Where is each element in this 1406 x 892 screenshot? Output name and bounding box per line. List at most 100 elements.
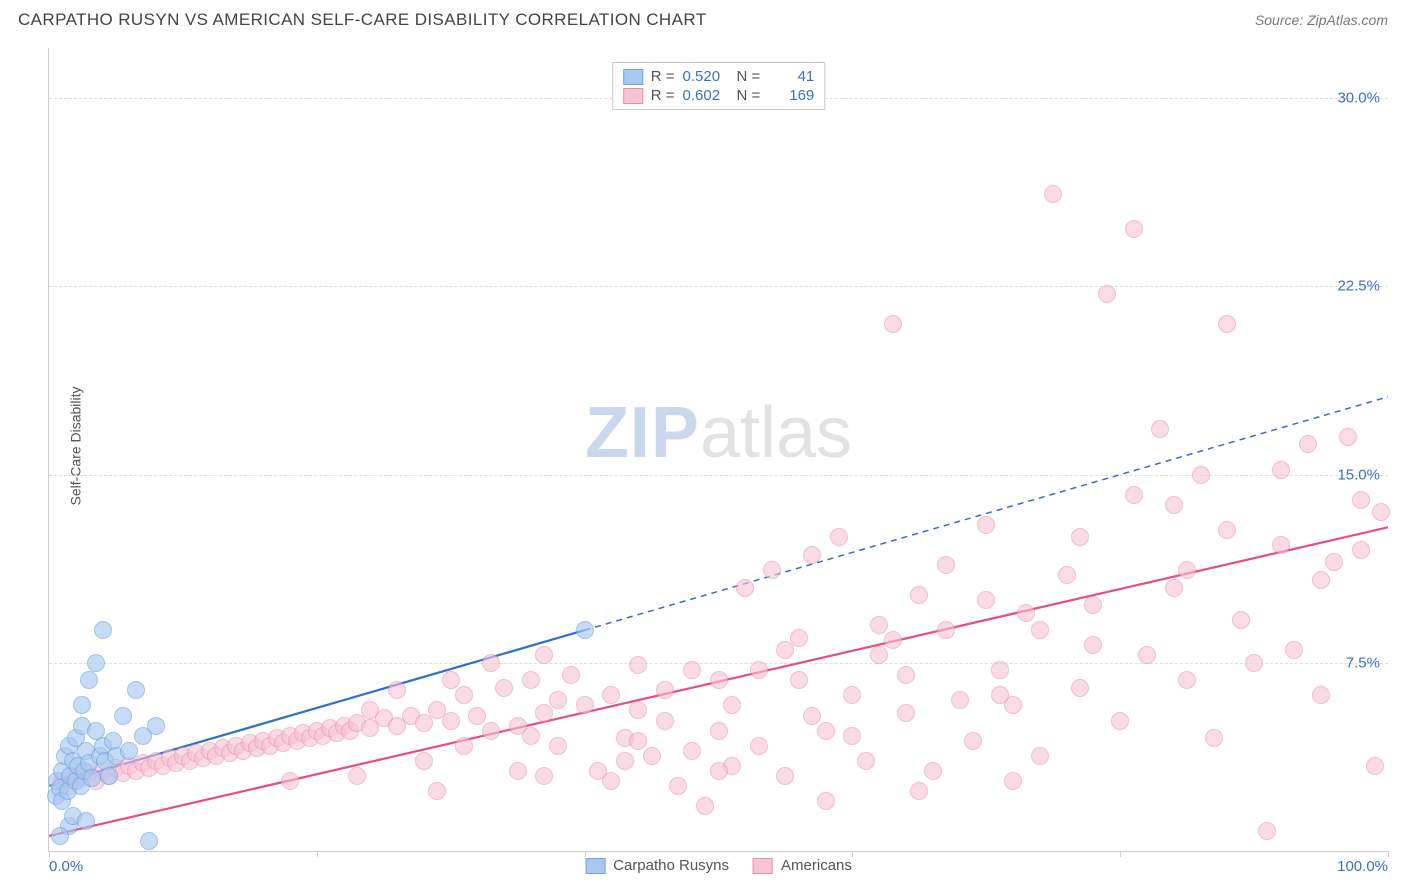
data-point (1352, 541, 1370, 559)
data-point (683, 742, 701, 760)
data-point (977, 516, 995, 534)
data-point (683, 661, 701, 679)
legend-item: Carpatho Rusyns (585, 857, 729, 874)
data-point (361, 701, 379, 719)
data-point (1272, 461, 1290, 479)
data-point (991, 686, 1009, 704)
data-point (790, 671, 808, 689)
data-point (77, 812, 95, 830)
data-point (884, 631, 902, 649)
data-point (937, 556, 955, 574)
data-point (1071, 679, 1089, 697)
data-point (83, 769, 101, 787)
data-point (669, 777, 687, 795)
data-point (388, 681, 406, 699)
data-point (870, 616, 888, 634)
data-point (629, 701, 647, 719)
watermark: ZIPatlas (585, 392, 852, 474)
legend-r-label: R = (651, 68, 675, 85)
data-point (120, 742, 138, 760)
data-point (535, 767, 553, 785)
data-point (127, 681, 145, 699)
data-point (1285, 641, 1303, 659)
data-point (1111, 712, 1129, 730)
data-point (602, 772, 620, 790)
data-point (1366, 757, 1384, 775)
data-point (964, 732, 982, 750)
legend-label: Carpatho Rusyns (613, 857, 729, 874)
data-point (549, 691, 567, 709)
data-point (455, 737, 473, 755)
data-point (803, 546, 821, 564)
data-point (1325, 553, 1343, 571)
data-point (549, 737, 567, 755)
legend-n-value: 41 (768, 68, 814, 85)
data-point (428, 782, 446, 800)
legend-r-label: R = (651, 87, 675, 104)
data-point (1165, 496, 1183, 514)
data-point (1352, 491, 1370, 509)
y-tick-label: 30.0% (1337, 90, 1380, 107)
data-point (348, 767, 366, 785)
data-point (776, 641, 794, 659)
data-point (723, 696, 741, 714)
legend-swatch (753, 858, 773, 874)
header: CARPATHO RUSYN VS AMERICAN SELF-CARE DIS… (0, 0, 1406, 36)
data-point (1312, 686, 1330, 704)
source-attribution: Source: ZipAtlas.com (1255, 12, 1388, 28)
chart-container: ZIPatlas 7.5%15.0%22.5%30.0%0.0%100.0%R … (48, 48, 1388, 852)
data-point (1031, 621, 1049, 639)
legend-r-value: 0.520 (683, 68, 729, 85)
data-point (535, 646, 553, 664)
data-point (870, 646, 888, 664)
legend-row: R = 0.602N = 169 (623, 86, 815, 105)
y-tick-label: 22.5% (1337, 278, 1380, 295)
x-tick (852, 851, 853, 857)
data-point (1165, 579, 1183, 597)
series-legend: Carpatho Rusyns Americans (585, 857, 852, 874)
data-point (991, 661, 1009, 679)
data-point (843, 686, 861, 704)
x-tick (1120, 851, 1121, 857)
plot-area: ZIPatlas 7.5%15.0%22.5%30.0%0.0%100.0%R … (48, 48, 1388, 852)
data-point (140, 832, 158, 850)
legend-swatch (585, 858, 605, 874)
data-point (736, 579, 754, 597)
data-point (415, 752, 433, 770)
data-point (509, 762, 527, 780)
data-point (910, 586, 928, 604)
data-point (73, 696, 91, 714)
data-point (1272, 536, 1290, 554)
data-point (696, 797, 714, 815)
data-point (1218, 315, 1236, 333)
x-tick-label: 0.0% (49, 858, 83, 875)
data-point (1218, 521, 1236, 539)
data-point (522, 671, 540, 689)
data-point (830, 528, 848, 546)
data-point (897, 666, 915, 684)
data-point (468, 707, 486, 725)
data-point (80, 671, 98, 689)
data-point (803, 707, 821, 725)
data-point (616, 752, 634, 770)
data-point (1125, 220, 1143, 238)
data-point (656, 681, 674, 699)
data-point (710, 671, 728, 689)
legend-r-value: 0.602 (683, 87, 729, 104)
data-point (1312, 571, 1330, 589)
data-point (776, 767, 794, 785)
data-point (482, 654, 500, 672)
data-point (897, 704, 915, 722)
data-point (51, 827, 69, 845)
data-point (602, 686, 620, 704)
data-point (977, 591, 995, 609)
correlation-legend: R = 0.520N = 41R = 0.602N = 169 (612, 62, 826, 110)
data-point (87, 654, 105, 672)
data-point (442, 712, 460, 730)
legend-row: R = 0.520N = 41 (623, 67, 815, 86)
data-point (1178, 671, 1196, 689)
legend-label: Americans (781, 857, 852, 874)
data-point (1017, 604, 1035, 622)
data-point (817, 792, 835, 810)
data-point (1125, 486, 1143, 504)
